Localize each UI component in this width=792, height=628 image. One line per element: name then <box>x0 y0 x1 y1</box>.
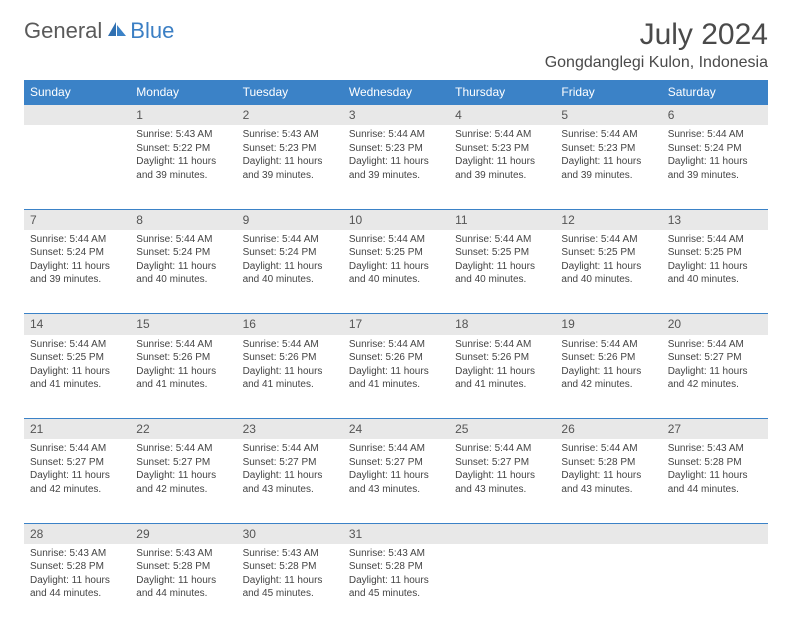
logo-text-blue: Blue <box>130 18 174 44</box>
day-number-cell: 8 <box>130 209 236 230</box>
month-title: July 2024 <box>545 18 768 52</box>
day-number-cell: 18 <box>449 314 555 335</box>
day-number-cell: 23 <box>237 419 343 440</box>
day-number-cell: 15 <box>130 314 236 335</box>
logo: General Blue <box>24 18 174 44</box>
day-number-cell: 27 <box>662 419 768 440</box>
day-number-cell: 6 <box>662 105 768 126</box>
day-number-cell: 22 <box>130 419 236 440</box>
weekday-header: Saturday <box>662 80 768 105</box>
day-number-cell <box>555 523 661 544</box>
day-number-cell: 19 <box>555 314 661 335</box>
day-number-cell: 25 <box>449 419 555 440</box>
day-content-cell: Sunrise: 5:44 AM Sunset: 5:26 PM Dayligh… <box>237 335 343 419</box>
day-content-cell: Sunrise: 5:44 AM Sunset: 5:23 PM Dayligh… <box>449 125 555 209</box>
location-subtitle: Gongdanglegi Kulon, Indonesia <box>545 54 768 72</box>
day-content-cell: Sunrise: 5:43 AM Sunset: 5:28 PM Dayligh… <box>130 544 236 628</box>
calendar-table: Sunday Monday Tuesday Wednesday Thursday… <box>24 80 768 628</box>
day-number-cell: 7 <box>24 209 130 230</box>
day-number-cell: 11 <box>449 209 555 230</box>
day-content-cell: Sunrise: 5:44 AM Sunset: 5:27 PM Dayligh… <box>343 439 449 523</box>
day-content-cell: Sunrise: 5:44 AM Sunset: 5:27 PM Dayligh… <box>237 439 343 523</box>
weekday-header: Tuesday <box>237 80 343 105</box>
weekday-header: Monday <box>130 80 236 105</box>
day-number-cell: 26 <box>555 419 661 440</box>
day-content-cell: Sunrise: 5:44 AM Sunset: 5:24 PM Dayligh… <box>24 230 130 314</box>
day-number-cell <box>449 523 555 544</box>
day-number-cell: 24 <box>343 419 449 440</box>
day-content-cell: Sunrise: 5:44 AM Sunset: 5:24 PM Dayligh… <box>237 230 343 314</box>
day-content-row: Sunrise: 5:44 AM Sunset: 5:27 PM Dayligh… <box>24 439 768 523</box>
day-number-cell: 13 <box>662 209 768 230</box>
day-content-cell: Sunrise: 5:44 AM Sunset: 5:27 PM Dayligh… <box>662 335 768 419</box>
day-content-cell: Sunrise: 5:44 AM Sunset: 5:25 PM Dayligh… <box>449 230 555 314</box>
day-content-cell: Sunrise: 5:44 AM Sunset: 5:23 PM Dayligh… <box>555 125 661 209</box>
day-number-row: 28293031 <box>24 523 768 544</box>
day-content-cell <box>662 544 768 628</box>
day-content-cell: Sunrise: 5:44 AM Sunset: 5:24 PM Dayligh… <box>130 230 236 314</box>
day-content-cell: Sunrise: 5:44 AM Sunset: 5:26 PM Dayligh… <box>449 335 555 419</box>
day-content-cell: Sunrise: 5:43 AM Sunset: 5:28 PM Dayligh… <box>237 544 343 628</box>
sail-icon <box>106 20 128 43</box>
day-content-cell: Sunrise: 5:44 AM Sunset: 5:23 PM Dayligh… <box>343 125 449 209</box>
weekday-header: Wednesday <box>343 80 449 105</box>
day-number-cell: 1 <box>130 105 236 126</box>
day-number-cell: 30 <box>237 523 343 544</box>
day-number-cell: 12 <box>555 209 661 230</box>
day-number-cell: 14 <box>24 314 130 335</box>
day-content-cell: Sunrise: 5:44 AM Sunset: 5:26 PM Dayligh… <box>130 335 236 419</box>
weekday-header: Sunday <box>24 80 130 105</box>
day-content-cell: Sunrise: 5:44 AM Sunset: 5:25 PM Dayligh… <box>662 230 768 314</box>
day-number-cell: 31 <box>343 523 449 544</box>
day-number-cell: 20 <box>662 314 768 335</box>
day-number-cell: 10 <box>343 209 449 230</box>
day-number-cell <box>662 523 768 544</box>
day-number-row: 14151617181920 <box>24 314 768 335</box>
day-content-cell: Sunrise: 5:44 AM Sunset: 5:27 PM Dayligh… <box>449 439 555 523</box>
day-content-cell: Sunrise: 5:44 AM Sunset: 5:24 PM Dayligh… <box>662 125 768 209</box>
logo-text-general: General <box>24 18 102 44</box>
day-content-cell: Sunrise: 5:44 AM Sunset: 5:27 PM Dayligh… <box>24 439 130 523</box>
day-number-cell: 29 <box>130 523 236 544</box>
day-number-cell: 5 <box>555 105 661 126</box>
day-content-cell: Sunrise: 5:43 AM Sunset: 5:22 PM Dayligh… <box>130 125 236 209</box>
day-number-cell: 4 <box>449 105 555 126</box>
day-content-cell: Sunrise: 5:44 AM Sunset: 5:25 PM Dayligh… <box>555 230 661 314</box>
day-number-row: 21222324252627 <box>24 419 768 440</box>
day-number-row: 123456 <box>24 105 768 126</box>
day-content-row: Sunrise: 5:44 AM Sunset: 5:25 PM Dayligh… <box>24 335 768 419</box>
weekday-header: Thursday <box>449 80 555 105</box>
day-number-cell: 21 <box>24 419 130 440</box>
day-number-cell: 9 <box>237 209 343 230</box>
day-content-cell <box>449 544 555 628</box>
day-number-cell: 3 <box>343 105 449 126</box>
day-number-cell <box>24 105 130 126</box>
day-number-cell: 17 <box>343 314 449 335</box>
day-content-cell: Sunrise: 5:43 AM Sunset: 5:23 PM Dayligh… <box>237 125 343 209</box>
page-header: General Blue July 2024 Gongdanglegi Kulo… <box>24 18 768 72</box>
day-content-cell: Sunrise: 5:44 AM Sunset: 5:25 PM Dayligh… <box>24 335 130 419</box>
day-content-cell: Sunrise: 5:43 AM Sunset: 5:28 PM Dayligh… <box>24 544 130 628</box>
day-number-row: 78910111213 <box>24 209 768 230</box>
day-content-cell <box>24 125 130 209</box>
day-content-cell: Sunrise: 5:44 AM Sunset: 5:25 PM Dayligh… <box>343 230 449 314</box>
day-content-row: Sunrise: 5:43 AM Sunset: 5:22 PM Dayligh… <box>24 125 768 209</box>
weekday-header-row: Sunday Monday Tuesday Wednesday Thursday… <box>24 80 768 105</box>
day-content-cell: Sunrise: 5:44 AM Sunset: 5:28 PM Dayligh… <box>555 439 661 523</box>
day-content-cell: Sunrise: 5:44 AM Sunset: 5:26 PM Dayligh… <box>555 335 661 419</box>
weekday-header: Friday <box>555 80 661 105</box>
day-content-cell: Sunrise: 5:44 AM Sunset: 5:26 PM Dayligh… <box>343 335 449 419</box>
day-number-cell: 2 <box>237 105 343 126</box>
day-content-cell: Sunrise: 5:44 AM Sunset: 5:27 PM Dayligh… <box>130 439 236 523</box>
day-content-cell: Sunrise: 5:43 AM Sunset: 5:28 PM Dayligh… <box>343 544 449 628</box>
day-content-cell: Sunrise: 5:43 AM Sunset: 5:28 PM Dayligh… <box>662 439 768 523</box>
day-content-row: Sunrise: 5:43 AM Sunset: 5:28 PM Dayligh… <box>24 544 768 628</box>
day-content-row: Sunrise: 5:44 AM Sunset: 5:24 PM Dayligh… <box>24 230 768 314</box>
day-number-cell: 16 <box>237 314 343 335</box>
day-content-cell <box>555 544 661 628</box>
header-right: July 2024 Gongdanglegi Kulon, Indonesia <box>545 18 768 72</box>
day-number-cell: 28 <box>24 523 130 544</box>
